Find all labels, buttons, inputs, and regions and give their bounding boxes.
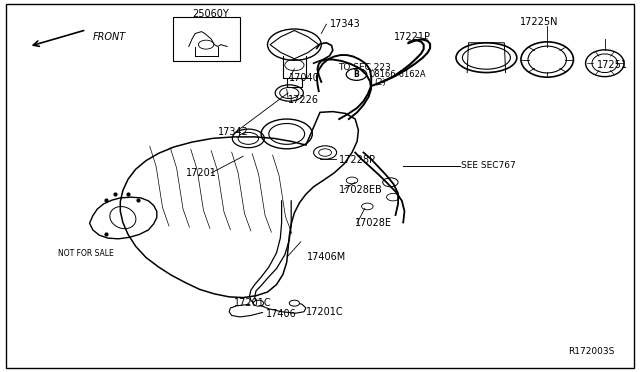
Text: 17225N: 17225N: [520, 17, 558, 27]
Bar: [173, 17, 240, 61]
Text: 08166-6162A: 08166-6162A: [370, 70, 426, 79]
Text: 17201: 17201: [186, 168, 216, 178]
Text: 17251: 17251: [596, 60, 627, 70]
Text: 17226: 17226: [288, 96, 319, 105]
Circle shape: [253, 300, 264, 306]
Text: TO SEC.223: TO SEC.223: [338, 63, 390, 72]
Text: FRONT: FRONT: [93, 32, 126, 42]
Text: 17343: 17343: [330, 19, 361, 29]
Text: 17040: 17040: [289, 73, 320, 83]
Text: 17201C: 17201C: [234, 298, 271, 308]
Text: 17028EB: 17028EB: [339, 185, 383, 195]
Text: (2): (2): [374, 78, 386, 87]
Text: SEE SEC767: SEE SEC767: [461, 161, 516, 170]
Text: 25060Y: 25060Y: [192, 9, 228, 19]
Text: 17201C: 17201C: [306, 307, 344, 317]
Text: 17342: 17342: [218, 127, 248, 137]
Text: 17221P: 17221P: [394, 32, 431, 42]
Text: 17028E: 17028E: [355, 218, 392, 228]
Text: B: B: [353, 70, 358, 79]
Circle shape: [289, 300, 300, 306]
Text: 17228P: 17228P: [339, 155, 376, 165]
Text: R172003S: R172003S: [568, 347, 614, 356]
Text: NOT FOR SALE: NOT FOR SALE: [58, 249, 113, 258]
Text: 17406M: 17406M: [307, 253, 346, 262]
Text: 17406: 17406: [266, 310, 296, 319]
